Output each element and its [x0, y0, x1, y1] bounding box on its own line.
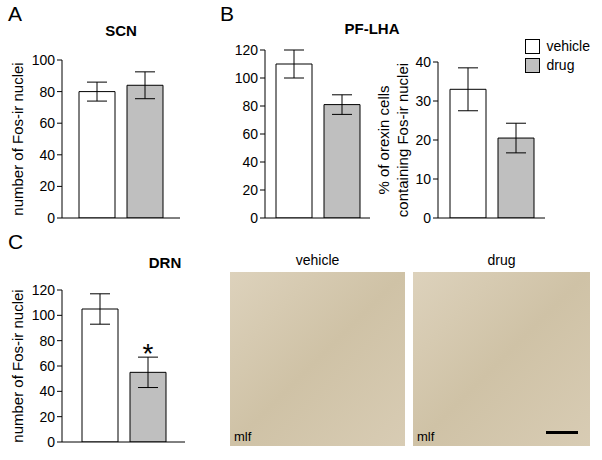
svg-text:40: 40 [415, 54, 431, 70]
svg-text:0: 0 [250, 210, 258, 226]
html-text:A: A [8, 2, 22, 25]
svg-text:40: 40 [39, 147, 55, 163]
html-text:number of Fos-ir nuclei: number of Fos-ir nuclei [8, 289, 26, 443]
html-text:mlf: mlf [234, 429, 252, 444]
svg-text:100: 100 [235, 70, 259, 86]
svg-text:60: 60 [242, 126, 258, 142]
html-text:vehicle: vehicle [295, 252, 340, 268]
svg-text:20: 20 [242, 182, 258, 198]
svg-text:0: 0 [47, 434, 55, 450]
html-text:mlf: mlf [417, 429, 435, 444]
svg-text:0: 0 [47, 210, 55, 226]
svg-text:40: 40 [242, 154, 258, 170]
svg-text:*: * [143, 338, 154, 369]
svg-text:0: 0 [423, 210, 431, 226]
html-text:vehicle: vehicle [546, 38, 590, 54]
html-text:DRN: DRN [148, 254, 182, 271]
html-text:number of Fos-ir nuclei: number of Fos-ir nuclei [8, 62, 26, 216]
svg-text:100: 100 [32, 52, 56, 68]
html-text:SCN: SCN [105, 22, 137, 39]
html-text:B: B [220, 2, 234, 25]
svg-text:120: 120 [32, 282, 56, 298]
html-text:% of orexin cells: % of orexin cells [375, 85, 392, 195]
svg-text:80: 80 [39, 333, 55, 349]
svg-text:40: 40 [39, 383, 55, 399]
html-text:containing Fos-ir nuclei: containing Fos-ir nuclei [394, 62, 411, 218]
svg-text:120: 120 [235, 42, 259, 58]
html-text:C: C [8, 230, 24, 253]
svg-text:10: 10 [415, 171, 431, 187]
svg-text:20: 20 [39, 178, 55, 194]
html-text:drug: drug [487, 252, 516, 268]
svg-text:100: 100 [32, 307, 56, 323]
svg-text:30: 30 [415, 93, 431, 109]
svg-text:80: 80 [242, 98, 258, 114]
svg-text:80: 80 [39, 84, 55, 100]
svg-text:60: 60 [39, 358, 55, 374]
svg-text:20: 20 [39, 409, 55, 425]
svg-text:60: 60 [39, 115, 55, 131]
html-text:drug: drug [546, 57, 575, 73]
svg-text:20: 20 [415, 132, 431, 148]
html-text:PF-LHA: PF-LHA [344, 20, 400, 37]
